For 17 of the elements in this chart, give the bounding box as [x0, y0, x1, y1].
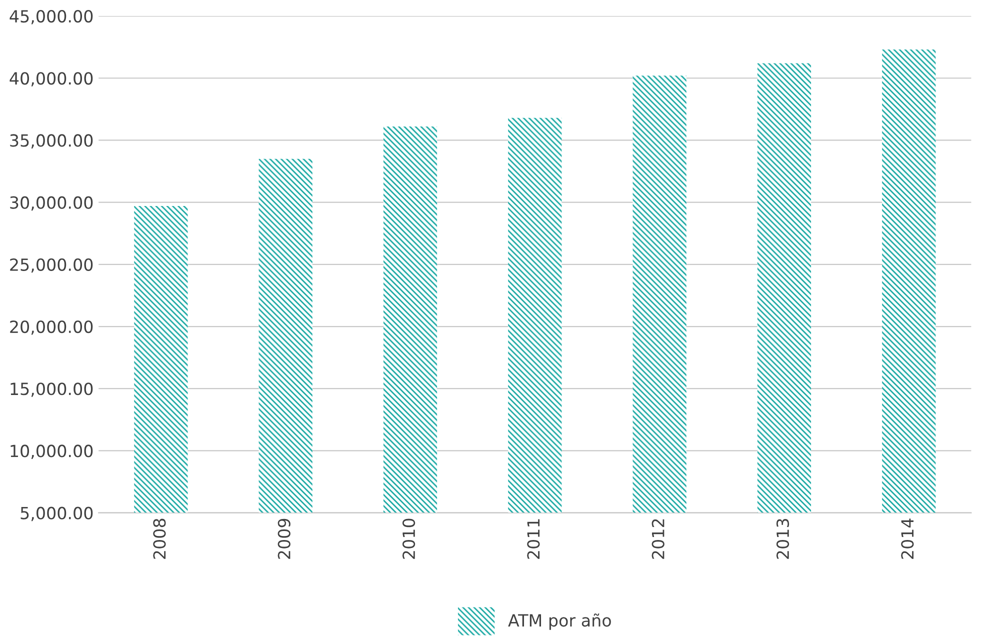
x-tick-label: 2013 — [776, 519, 790, 559]
legend-label: ATM por año — [508, 614, 611, 630]
x-tick-label: 2010 — [402, 518, 416, 559]
y-tick-label: 15,000.00 — [10, 382, 93, 397]
y-tick-label: 35,000.00 — [10, 134, 93, 148]
y-tick-label: 45,000.00 — [10, 10, 93, 24]
y-tick-label: 30,000.00 — [10, 196, 93, 211]
x-tick-label: 2014 — [901, 518, 914, 559]
y-tick-label: 5,000.00 — [20, 506, 93, 522]
y-tick-label: 20,000.00 — [10, 320, 93, 335]
y-tick-label: 10,000.00 — [10, 444, 93, 459]
y-tick-label: 40,000.00 — [10, 72, 93, 86]
x-tick-label: 2011 — [527, 519, 540, 559]
x-tick-label: 2012 — [652, 519, 664, 559]
x-tick-label: 2009 — [278, 518, 290, 559]
x-tick-label: 2008 — [153, 518, 166, 559]
y-tick-label: 25,000.00 — [10, 258, 93, 273]
